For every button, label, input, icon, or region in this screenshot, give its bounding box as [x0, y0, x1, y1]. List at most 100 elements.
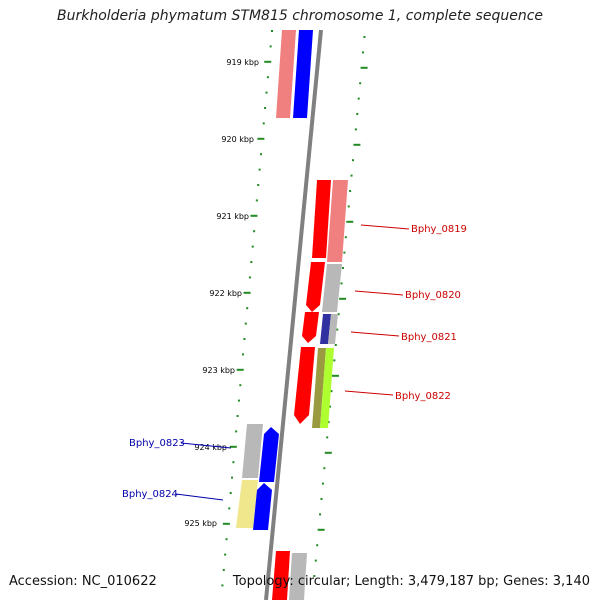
major-tick — [236, 368, 244, 371]
leader-line — [350, 331, 400, 337]
gene-block-0824-khaki — [236, 480, 258, 528]
gene-block-bottom-grey — [289, 553, 307, 600]
minor-tick — [327, 421, 330, 423]
minor-tick — [341, 267, 344, 269]
major-tick — [257, 137, 265, 140]
minor-tick — [244, 322, 247, 325]
minor-tick — [319, 513, 322, 516]
major-tick — [324, 451, 332, 454]
gene-block-0822-olive — [312, 348, 326, 428]
minor-tick — [255, 199, 258, 202]
map-title: Burkholderia phymatum STM815 chromosome … — [56, 8, 543, 24]
minor-tick — [253, 230, 256, 233]
minor-tick — [337, 313, 340, 316]
leader-line — [360, 224, 410, 230]
gene-block-0819-pink — [327, 180, 348, 262]
gene-label-bphy-0820[interactable]: Bphy_0820 — [405, 290, 461, 301]
minor-tick — [340, 282, 343, 285]
major-tick — [264, 60, 272, 63]
gene-block-0820-grey — [322, 264, 342, 312]
minor-tick — [356, 113, 359, 115]
minor-tick — [351, 159, 354, 162]
minor-tick — [354, 128, 357, 131]
minor-tick — [250, 261, 253, 263]
minor-tick — [334, 344, 337, 346]
minor-tick — [225, 538, 228, 541]
minor-tick — [231, 476, 234, 479]
major-tick — [222, 522, 230, 525]
minor-tick — [329, 405, 332, 408]
gene-labels[interactable]: Bphy_0819 Bphy_0820 Bphy_0821 Bphy_0822 … — [122, 224, 467, 501]
minor-tick — [243, 338, 246, 340]
minor-tick — [235, 430, 238, 433]
gene-block-0823-grey — [242, 424, 263, 478]
scale-label: 920 kbp — [221, 135, 254, 144]
minor-tick — [320, 498, 323, 500]
leader-line — [180, 442, 232, 449]
gene-block-top-blue — [293, 30, 313, 118]
minor-tick — [257, 184, 260, 186]
major-tick — [360, 66, 368, 69]
major-tick — [353, 143, 361, 146]
major-tick — [331, 374, 339, 377]
scale-label: 923 kbp — [202, 366, 235, 375]
minor-tick — [336, 328, 339, 331]
accession-label: Accession: NC_010622 — [9, 574, 157, 589]
gene-label-bphy-0824[interactable]: Bphy_0824 — [122, 489, 178, 500]
minor-tick — [266, 76, 269, 79]
minor-tick — [229, 492, 232, 494]
minor-tick — [359, 82, 362, 85]
major-tick — [250, 214, 258, 217]
gene-label-bphy-0822[interactable]: Bphy_0822 — [395, 391, 451, 402]
minor-tick — [228, 507, 231, 510]
minor-tick — [316, 544, 319, 547]
topology-label: Topology: circular; Length: 3,479,187 bp… — [232, 574, 590, 589]
minor-tick — [333, 359, 336, 362]
scale-label: 925 kbp — [184, 519, 217, 528]
major-tick — [243, 291, 251, 294]
minor-tick — [265, 91, 268, 94]
minor-tick — [239, 384, 242, 387]
minor-tick — [357, 97, 360, 100]
gene-arrow-0822 — [294, 347, 315, 424]
minor-tick — [271, 30, 273, 32]
leader-line — [344, 390, 394, 396]
leader-line — [354, 290, 404, 296]
minor-tick — [236, 415, 239, 417]
scale-label: 919 kbp — [226, 58, 259, 67]
feature-blocks — [236, 30, 348, 600]
gene-block-0821-grey — [328, 314, 338, 344]
chromosome-backbone — [264, 29, 323, 600]
minor-tick — [363, 36, 366, 38]
minor-tick — [262, 122, 265, 125]
gene-label-bphy-0821[interactable]: Bphy_0821 — [401, 332, 457, 343]
gene-block-top-pink — [276, 30, 296, 118]
minor-tick — [242, 353, 245, 356]
major-tick — [346, 220, 354, 223]
minor-tick — [326, 436, 329, 439]
minor-tick — [237, 399, 240, 402]
gene-label-bphy-0823[interactable]: Bphy_0823 — [129, 438, 185, 449]
minor-tick — [264, 107, 267, 109]
scale-label: 924 kbp — [194, 443, 227, 452]
gene-label-bphy-0819[interactable]: Bphy_0819 — [411, 224, 467, 235]
major-tick — [339, 297, 347, 300]
minor-tick — [321, 482, 324, 485]
minor-tick — [343, 251, 346, 254]
major-tick — [229, 445, 237, 448]
minor-tick — [258, 168, 261, 171]
minor-tick — [251, 245, 254, 248]
minor-tick — [221, 584, 224, 587]
minor-tick — [344, 236, 347, 239]
minor-tick — [314, 559, 317, 562]
gene-arrow-0820 — [306, 262, 325, 312]
minor-tick — [313, 575, 316, 577]
minor-tick — [259, 153, 262, 156]
minor-tick — [248, 276, 251, 279]
gene-arrow-0823 — [259, 427, 279, 482]
minor-tick — [362, 51, 365, 54]
tick-marks — [221, 30, 368, 587]
minor-tick — [330, 390, 333, 393]
gene-block-bottom-red — [272, 551, 290, 600]
